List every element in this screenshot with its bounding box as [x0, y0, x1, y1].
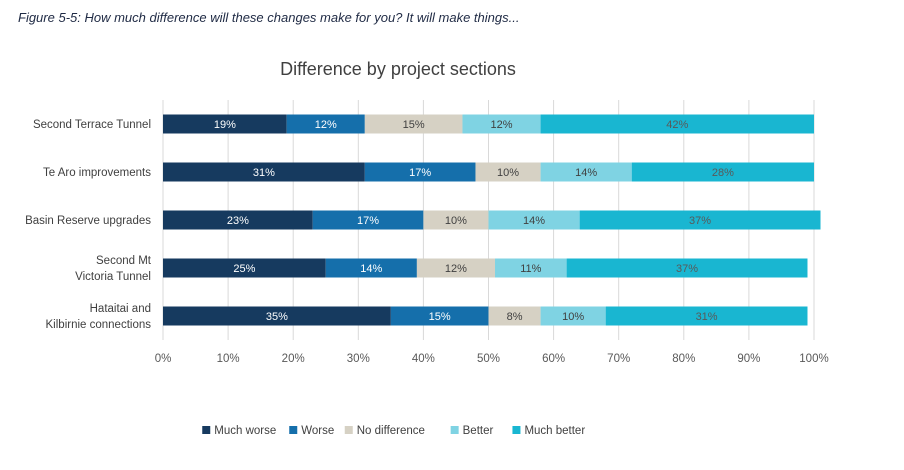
data-label: 23%	[227, 215, 249, 227]
x-tick-label: 20%	[282, 353, 305, 365]
data-label: 17%	[409, 167, 431, 179]
bar-much-worse	[163, 306, 391, 326]
data-label: 31%	[253, 167, 275, 179]
bar-much-worse	[163, 114, 287, 134]
data-label: 15%	[403, 119, 425, 131]
category-label: Second Terrace Tunnel	[33, 119, 151, 131]
legend-swatch-much-worse	[202, 426, 211, 434]
legend-label-worse: Worse	[301, 425, 334, 437]
legend-swatch-much-better	[512, 426, 521, 434]
data-label: 15%	[429, 311, 451, 323]
bar-worse	[364, 162, 476, 182]
bar-no-difference	[475, 162, 541, 182]
bar-much-better	[605, 306, 808, 326]
data-label: 37%	[676, 263, 698, 275]
category-label: Second Mt Victoria Tunnel	[75, 255, 152, 283]
data-label: 17%	[357, 215, 379, 227]
x-tick-label: 40%	[412, 353, 435, 365]
x-tick-label: 60%	[542, 353, 565, 365]
legend-label-much-worse: Much worse	[214, 425, 276, 437]
data-label: 31%	[696, 311, 718, 323]
bar-much-worse	[163, 258, 326, 278]
bar-worse	[325, 258, 417, 278]
x-tick-label: 10%	[217, 353, 240, 365]
legend-swatch-better	[450, 426, 459, 434]
x-tick-label: 70%	[607, 353, 630, 365]
data-label: 11%	[520, 263, 541, 275]
bar-no-difference	[416, 258, 496, 278]
data-label: 10%	[497, 167, 519, 179]
category-label: Te Aro improvements	[43, 167, 151, 179]
data-label: 42%	[666, 119, 688, 131]
bar-no-difference	[423, 210, 489, 230]
legend-label-much-better: Much better	[524, 425, 585, 437]
bar-worse	[312, 210, 424, 230]
chart-title: Difference by project sections	[280, 59, 516, 79]
bar-better	[540, 162, 632, 182]
data-label: 25%	[233, 263, 255, 275]
data-label: 35%	[266, 311, 288, 323]
bar-worse	[286, 114, 365, 134]
x-tick-label: 30%	[347, 353, 370, 365]
x-tick-label: 80%	[672, 353, 695, 365]
data-label: 14%	[575, 167, 597, 179]
data-label: 37%	[689, 215, 711, 227]
data-label: 8%	[507, 311, 523, 323]
bar-much-better	[540, 114, 814, 134]
bar-no-difference	[488, 306, 541, 326]
figure-caption: Figure 5-5: How much difference will the…	[18, 10, 520, 25]
category-label: Hataitai and Kilbirnie connections	[46, 303, 152, 331]
bar-much-worse	[163, 162, 365, 182]
legend-swatch-no-difference	[344, 426, 353, 434]
x-tick-label: 100%	[799, 353, 828, 365]
data-label: 10%	[562, 311, 584, 323]
data-label: 19%	[214, 119, 236, 131]
bar-much-better	[631, 162, 814, 182]
data-label: 12%	[445, 263, 467, 275]
bar-no-difference	[364, 114, 463, 134]
data-label: 28%	[712, 167, 734, 179]
data-label: 14%	[523, 215, 545, 227]
legend-swatch-worse	[289, 426, 298, 434]
bar-better	[540, 306, 606, 326]
data-label: 10%	[445, 215, 467, 227]
data-label: 14%	[360, 263, 382, 275]
bar-much-better	[579, 210, 821, 230]
bar-much-better	[566, 258, 808, 278]
x-tick-label: 50%	[477, 353, 500, 365]
bar-better	[488, 210, 580, 230]
x-tick-label: 0%	[155, 353, 172, 365]
bar-worse	[390, 306, 489, 326]
bar-much-worse	[163, 210, 313, 230]
data-label: 12%	[491, 119, 513, 131]
bar-better	[462, 114, 541, 134]
data-label: 12%	[315, 119, 337, 131]
legend-label-no-difference: No difference	[357, 425, 425, 437]
x-tick-label: 90%	[737, 353, 760, 365]
bar-better	[495, 258, 567, 278]
legend-label-better: Better	[463, 425, 494, 437]
category-label: Basin Reserve upgrades	[25, 215, 151, 227]
